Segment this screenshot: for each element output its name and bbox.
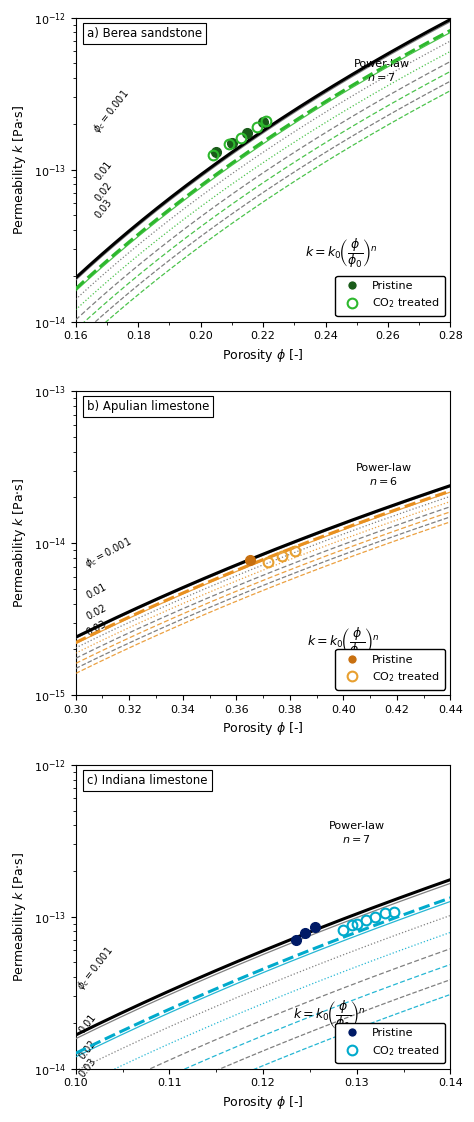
X-axis label: Porosity $\phi$ [-]: Porosity $\phi$ [-] (222, 347, 304, 364)
Text: 0.03: 0.03 (77, 1056, 98, 1079)
Text: $k = k_0\!\left(\dfrac{\phi}{\phi_0}\right)^{\!n}$: $k = k_0\!\left(\dfrac{\phi}{\phi_0}\rig… (307, 625, 380, 659)
Y-axis label: Permeability $k$ [Pa$\cdot$s]: Permeability $k$ [Pa$\cdot$s] (11, 478, 28, 608)
Text: $\phi_c = 0.001$: $\phi_c = 0.001$ (74, 944, 117, 993)
Legend: Pristine, CO$_2$ treated: Pristine, CO$_2$ treated (335, 1022, 445, 1063)
Text: Power-law
$n = 6$: Power-law $n = 6$ (356, 462, 411, 487)
Text: $\phi_c = 0.001$: $\phi_c = 0.001$ (82, 534, 135, 570)
Text: b) Apulian limestone: b) Apulian limestone (87, 401, 210, 413)
Text: Power-law
$n = 7$: Power-law $n = 7$ (354, 58, 410, 83)
Text: a) Berea sandstone: a) Berea sandstone (87, 27, 202, 39)
Text: 0.03: 0.03 (93, 196, 114, 220)
Text: 0.03: 0.03 (84, 618, 108, 637)
Text: 0.02: 0.02 (77, 1038, 98, 1061)
Text: 0.02: 0.02 (84, 604, 108, 623)
Text: $\phi_c = 0.001$: $\phi_c = 0.001$ (90, 88, 132, 136)
Y-axis label: Permeability $k$ [Pa$\cdot$s]: Permeability $k$ [Pa$\cdot$s] (11, 104, 28, 234)
Text: Power-law
$n = 7$: Power-law $n = 7$ (328, 821, 385, 845)
Text: c) Indiana limestone: c) Indiana limestone (87, 774, 208, 787)
Text: 0.01: 0.01 (84, 582, 108, 601)
X-axis label: Porosity $\phi$ [-]: Porosity $\phi$ [-] (222, 1094, 304, 1111)
Legend: Pristine, CO$_2$ treated: Pristine, CO$_2$ treated (335, 276, 445, 316)
Y-axis label: Permeability $k$ [Pa$\cdot$s]: Permeability $k$ [Pa$\cdot$s] (11, 852, 28, 982)
Text: 0.02: 0.02 (93, 180, 114, 203)
Text: 0.01: 0.01 (93, 159, 114, 182)
Text: $k = k_0\!\left(\dfrac{\phi}{\phi_0}\right)^{\!n}$: $k = k_0\!\left(\dfrac{\phi}{\phi_0}\rig… (305, 237, 377, 270)
X-axis label: Porosity $\phi$ [-]: Porosity $\phi$ [-] (222, 720, 304, 737)
Text: 0.01: 0.01 (77, 1012, 98, 1036)
Text: $k = k_0\!\left(\dfrac{\phi}{\phi_0}\right)^{\!n}$: $k = k_0\!\left(\dfrac{\phi}{\phi_0}\rig… (292, 999, 365, 1032)
Legend: Pristine, CO$_2$ treated: Pristine, CO$_2$ treated (335, 649, 445, 690)
